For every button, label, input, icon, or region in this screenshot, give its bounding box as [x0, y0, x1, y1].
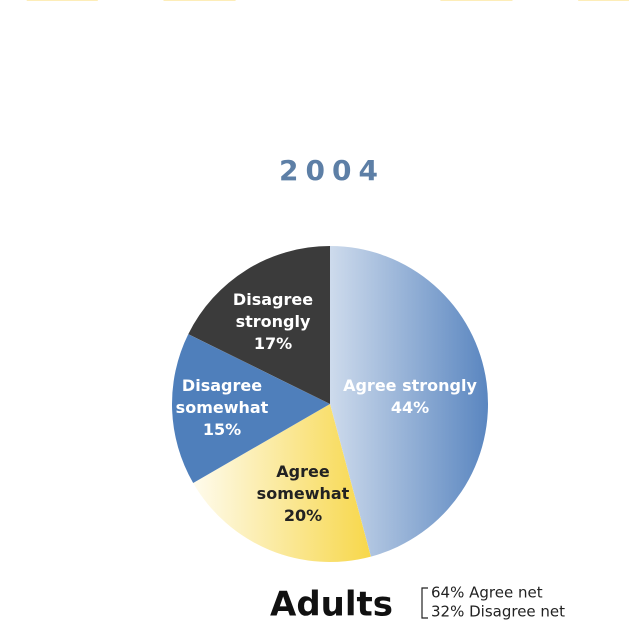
note: 32% Disagree net [431, 603, 565, 621]
slice [330, 246, 488, 557]
slice [193, 404, 371, 562]
category-label: Agree strongly [343, 376, 477, 395]
pie [172, 246, 488, 562]
category-label: Agree somewhat [256, 462, 350, 503]
category-label: Disagree somewhat [175, 376, 269, 417]
value-label: 15% [202, 420, 242, 439]
slice-label: Agree somewhat 20% [248, 461, 358, 527]
category-label: Disagree strongly [232, 290, 314, 331]
slice [172, 334, 330, 483]
chart-title: 2004 [279, 154, 385, 187]
value-label: 17% [253, 334, 293, 353]
note: 64% Agree net [431, 584, 543, 602]
slice-label: Disagree strongly 17% [218, 289, 328, 355]
slice-label: Disagree somewhat 15% [167, 375, 277, 441]
slice-label: Agree strongly 44% [325, 375, 495, 419]
slice [188, 246, 330, 404]
value-label: 44% [390, 398, 430, 417]
footer-label: Adults [270, 585, 393, 625]
value-label: 20% [283, 506, 323, 525]
bracket [421, 587, 428, 619]
